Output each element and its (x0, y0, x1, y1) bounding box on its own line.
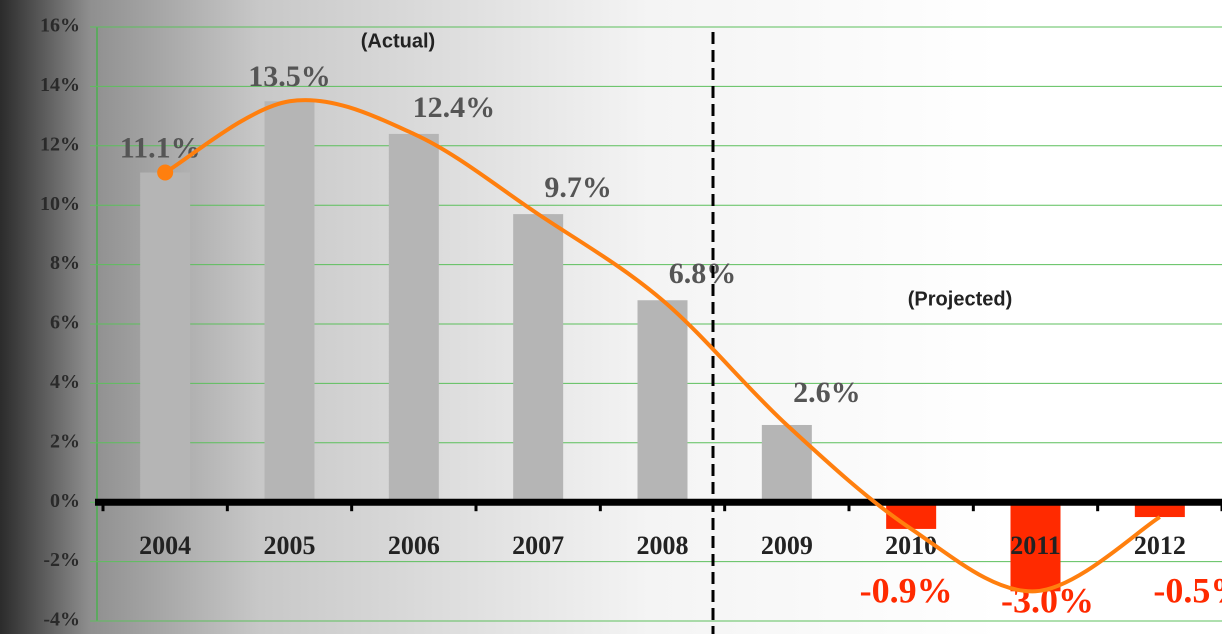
bar (140, 172, 191, 503)
value-label: 12.4% (413, 91, 496, 124)
x-tick-label: 2005 (264, 531, 316, 560)
x-tick-label: 2007 (512, 531, 564, 560)
value-label: -3.0% (1001, 580, 1094, 620)
y-tick-label: -2% (43, 549, 80, 571)
value-label: 13.5% (248, 60, 331, 93)
bar (761, 424, 812, 503)
x-tick-label: 2004 (139, 531, 191, 560)
y-tick-label: 10% (40, 193, 80, 215)
trend-start (157, 164, 174, 181)
y-tick-label: 6% (50, 312, 80, 334)
y-tick-label: 2% (50, 430, 80, 452)
x-tick-label: 2008 (637, 531, 689, 560)
value-label: 2.6% (793, 376, 861, 409)
x-tick-label: 2011 (1010, 531, 1061, 560)
value-label: 11.1% (120, 131, 201, 164)
bar (1010, 502, 1061, 592)
trend-line (164, 98, 1161, 594)
value-label: -0.9% (860, 570, 953, 610)
annotation: (Projected) (908, 288, 1012, 310)
value-label: 9.7% (544, 171, 612, 204)
y-tick-label: 8% (50, 252, 80, 274)
y-tick-label: 16% (40, 15, 80, 37)
bar (388, 133, 439, 503)
x-tick-label: 2009 (761, 531, 813, 560)
bar (513, 214, 564, 503)
x-tick-label: 2012 (1134, 531, 1186, 560)
x-tick-label: 2006 (388, 531, 440, 560)
bar (637, 300, 688, 503)
y-tick-label: -4% (43, 609, 80, 631)
bar (264, 101, 315, 503)
y-tick-label: 0% (50, 490, 80, 512)
y-tick-label: 12% (40, 133, 80, 155)
value-label: 6.8% (669, 257, 737, 290)
value-label: -0.5% (1153, 570, 1222, 610)
bar (1134, 502, 1185, 518)
annotation: (Actual) (361, 30, 435, 52)
y-tick-label: 14% (40, 74, 80, 96)
y-tick-label: 4% (50, 371, 80, 393)
x-tick-label: 2010 (885, 531, 937, 560)
